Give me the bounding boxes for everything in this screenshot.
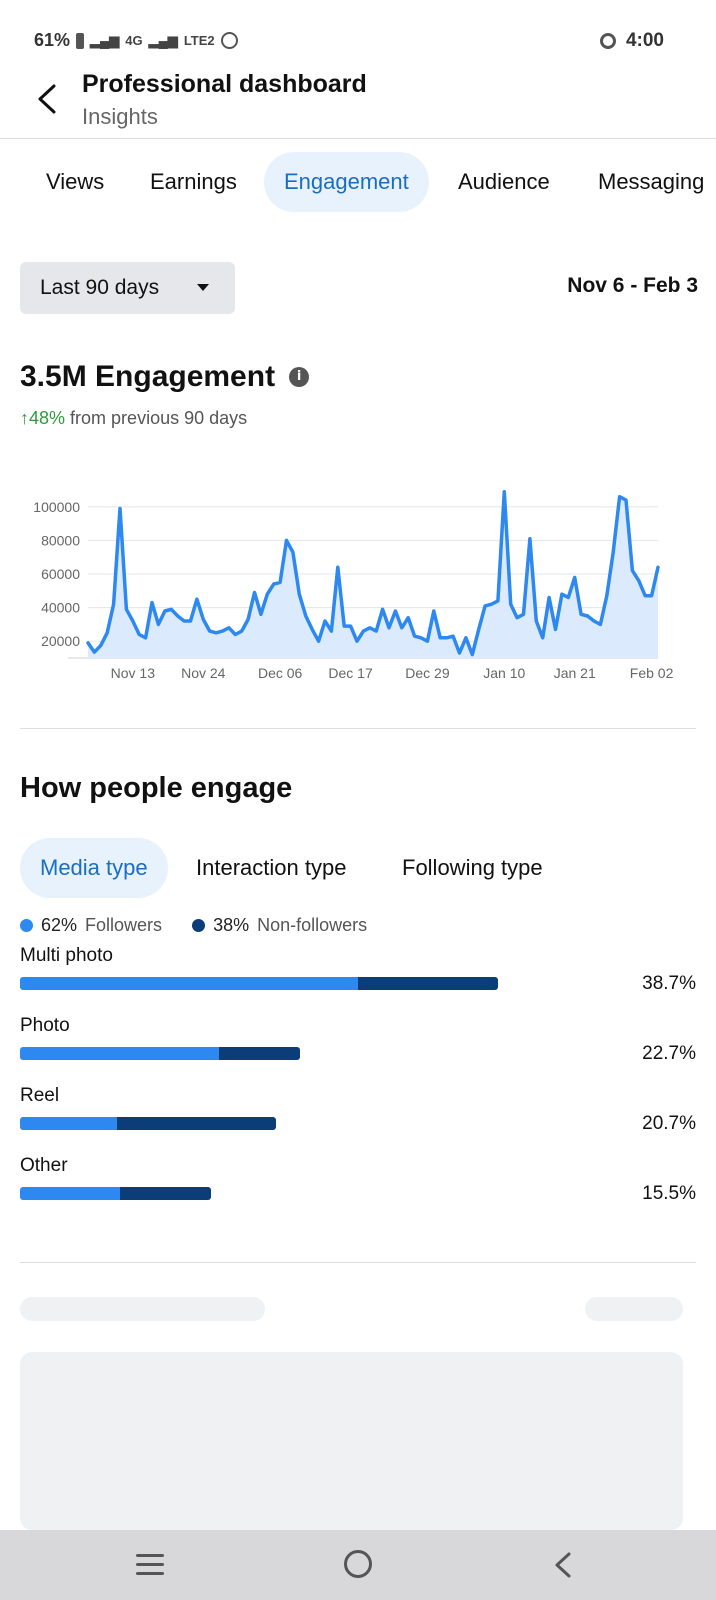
row-bar: [20, 977, 498, 990]
page-title: Professional dashboard: [82, 70, 367, 98]
system-nav-bar: [0, 1530, 716, 1600]
series-area: [88, 491, 658, 658]
media-row-reel: Reel 20.7%: [20, 1085, 696, 1145]
battery-icon: [76, 32, 85, 49]
non-followers-segment: [119, 1187, 212, 1200]
subtab-following-type[interactable]: Following type: [402, 855, 543, 880]
recent-apps-icon[interactable]: [136, 1554, 164, 1581]
back-arrow-icon[interactable]: [34, 84, 60, 114]
row-bar: [20, 1047, 301, 1060]
row-percent: 38.7%: [642, 973, 696, 994]
followers-dot: [20, 919, 33, 932]
date-range-dropdown[interactable]: Last 90 days: [20, 262, 235, 314]
network-type: 4G: [125, 33, 143, 48]
status-right: 4:00: [599, 30, 664, 52]
caret-down-icon: [197, 284, 209, 291]
x-tick-label: Nov 24: [181, 665, 226, 681]
signal-icon-2: ▂▄▆: [148, 32, 178, 48]
page-subtitle: Insights: [82, 104, 158, 129]
change-text: from previous 90 days: [70, 408, 248, 428]
row-bar: [20, 1187, 212, 1200]
x-tick-label: Jan 10: [483, 665, 525, 681]
y-tick-label: 20000: [41, 633, 80, 649]
y-tick-label: 80000: [41, 532, 80, 548]
home-icon[interactable]: [344, 1550, 372, 1578]
lte-label: LTE2: [183, 33, 215, 48]
alarm-icon: [220, 32, 238, 49]
status-left: 61% ▂▄▆ 4G ▂▄▆ LTE2: [34, 30, 238, 51]
non-followers-segment: [117, 1117, 276, 1130]
row-percent: 22.7%: [642, 1043, 696, 1064]
subtab-media-type[interactable]: Media type: [20, 838, 168, 898]
engagement-chart: 100000 80000 60000 40000 20000 Nov 13 Nov 24 De…: [33, 489, 674, 681]
divider: [20, 728, 696, 729]
battery-percent: 61%: [34, 30, 71, 50]
followers-segment: [20, 977, 358, 990]
sync-icon: [599, 33, 616, 49]
app-header: Professional dashboard Insights: [0, 62, 716, 139]
y-tick-label: 60000: [41, 566, 80, 582]
non-followers-label: Non-followers: [257, 915, 368, 935]
row-label: Reel: [20, 1085, 60, 1106]
metric-change: ↑48% from previous 90 days: [20, 408, 247, 429]
subtab-interaction-type[interactable]: Interaction type: [196, 855, 347, 880]
x-tick-label: Nov 13: [111, 665, 156, 681]
section-title: How people engage: [20, 772, 293, 804]
tab-earnings[interactable]: Earnings: [150, 169, 237, 194]
x-tick-label: Dec 17: [328, 665, 373, 681]
followers-segment: [20, 1117, 118, 1130]
x-tick-label: Dec 29: [405, 665, 450, 681]
divider: [20, 1262, 696, 1263]
date-range-text: Nov 6 - Feb 3: [567, 274, 698, 297]
non-followers-dot: [192, 919, 206, 932]
engage-subtabs: Media type Interaction type Following ty…: [20, 838, 700, 898]
media-row-other: Other 15.5%: [20, 1155, 696, 1215]
non-followers-value: 38%: [213, 915, 250, 935]
tab-engagement[interactable]: Engagement: [264, 152, 429, 212]
signal-icon: ▂▄▆: [90, 32, 120, 48]
row-percent: 20.7%: [642, 1113, 696, 1134]
row-bar: [20, 1117, 276, 1130]
non-followers-segment: [219, 1047, 301, 1060]
system-back-icon[interactable]: [552, 1552, 574, 1578]
info-icon[interactable]: i: [289, 367, 310, 387]
x-tick-label: Feb 02: [630, 665, 674, 681]
clock: 4:00: [625, 30, 664, 51]
tab-audience[interactable]: Audience: [458, 169, 550, 194]
change-value: ↑48%: [20, 408, 66, 428]
x-tick-label: Jan 21: [554, 665, 596, 681]
y-tick-label: 100000: [33, 499, 80, 515]
tab-messaging[interactable]: Messaging: [598, 169, 705, 194]
row-label: Multi photo: [20, 945, 113, 966]
y-tick-label: 40000: [41, 600, 80, 616]
media-row-photo: Photo 22.7%: [20, 1015, 696, 1075]
tab-views[interactable]: Views: [46, 169, 105, 194]
non-followers-segment: [357, 977, 498, 990]
loading-card: [20, 1352, 683, 1530]
row-percent: 15.5%: [642, 1183, 696, 1204]
loading-placeholder: [585, 1297, 683, 1321]
media-row-multi-photo: Multi photo 38.7%: [20, 945, 696, 1005]
metric-value: 3.5M Engagement: [20, 360, 276, 393]
series-line: [86, 489, 660, 657]
row-label: Other: [20, 1155, 68, 1176]
followers-value: 62%: [41, 915, 78, 935]
engagement-metric: 3.5M Engagement i: [20, 360, 310, 394]
followers-segment: [20, 1187, 120, 1200]
engage-legend: 62% Followers 38% Non-followers: [20, 915, 367, 936]
followers-label: Followers: [85, 915, 163, 935]
row-label: Photo: [20, 1015, 70, 1036]
followers-segment: [20, 1047, 220, 1060]
date-range-label: Last 90 days: [40, 276, 160, 299]
loading-placeholder: [20, 1297, 265, 1321]
status-bar: 61% ▂▄▆ 4G ▂▄▆ LTE2 4:00: [0, 0, 716, 60]
x-tick-label: Dec 06: [258, 665, 303, 681]
insights-tabs: Views Earnings Engagement Audience Messa…: [0, 152, 716, 212]
